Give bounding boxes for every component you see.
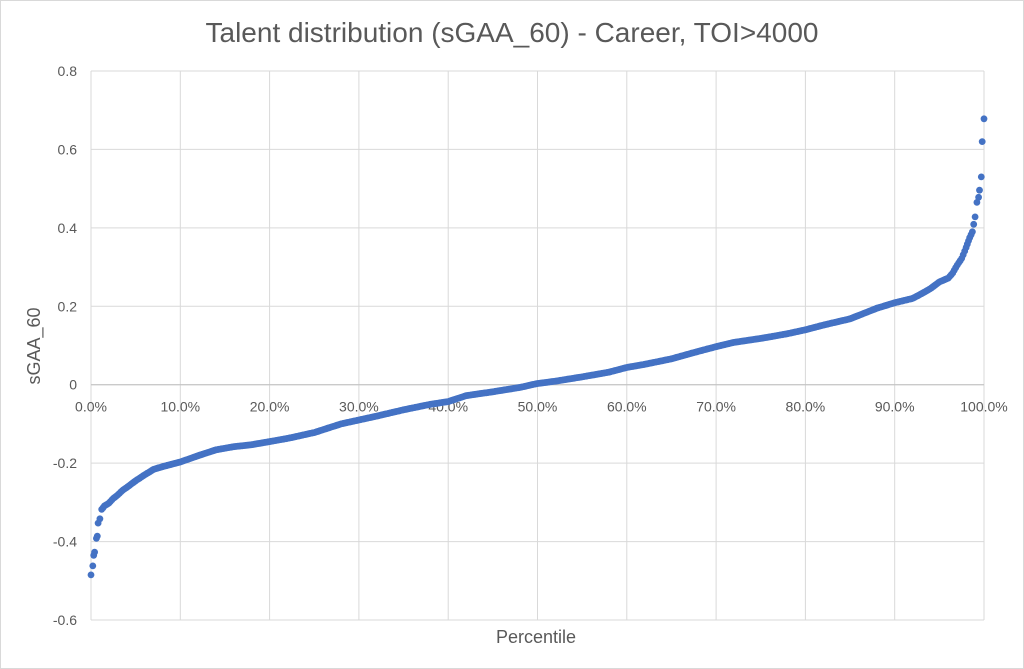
data-point [970, 220, 978, 228]
x-axis-title: Percentile [496, 627, 576, 647]
data-point [96, 515, 104, 523]
data-point [969, 228, 976, 236]
y-axis-title: sGAA_60 [24, 307, 45, 384]
x-axis-ticks: 0.0% 10.0% 20.0% 30.0% 40.0% 50.0% 60.0% 70.0% 8… [75, 399, 1008, 415]
data-point [971, 213, 979, 221]
y-tick-label: 0 [69, 377, 77, 393]
y-tick-label: 0.6 [58, 141, 78, 157]
data-point [978, 138, 986, 146]
data-point [980, 115, 988, 123]
data-point [93, 532, 101, 540]
y-tick-label: -0.4 [53, 534, 77, 550]
x-tick-label: 80.0% [786, 399, 826, 415]
x-tick-label: 20.0% [250, 399, 290, 415]
x-tick-label: 90.0% [875, 399, 915, 415]
data-point [87, 571, 95, 579]
y-tick-label: 0.4 [58, 220, 78, 236]
y-tick-label: 0.2 [58, 298, 78, 314]
data-point [976, 186, 983, 194]
y-tick-label: -0.6 [53, 612, 77, 628]
x-tick-label: 30.0% [339, 399, 379, 415]
x-tick-label: 100.0% [960, 399, 1007, 415]
x-tick-label: 0.0% [75, 399, 107, 415]
x-tick-label: 10.0% [160, 399, 200, 415]
y-tick-label: -0.2 [53, 455, 77, 471]
x-tick-label: 60.0% [607, 399, 647, 415]
x-tick-label: 70.0% [696, 399, 736, 415]
y-axis-ticks: -0.6 -0.4 -0.2 0 0.2 0.4 0.6 0.8 [53, 63, 77, 628]
chart-title: Talent distribution (sGAA_60) - Career, … [206, 17, 819, 48]
data-point [91, 548, 98, 556]
data-point [89, 562, 97, 570]
x-tick-label: 50.0% [518, 399, 558, 415]
gridlines [90, 70, 985, 621]
data-points [87, 115, 988, 579]
y-tick-label: 0.8 [58, 63, 78, 79]
data-point [975, 193, 982, 201]
data-point [977, 173, 985, 181]
